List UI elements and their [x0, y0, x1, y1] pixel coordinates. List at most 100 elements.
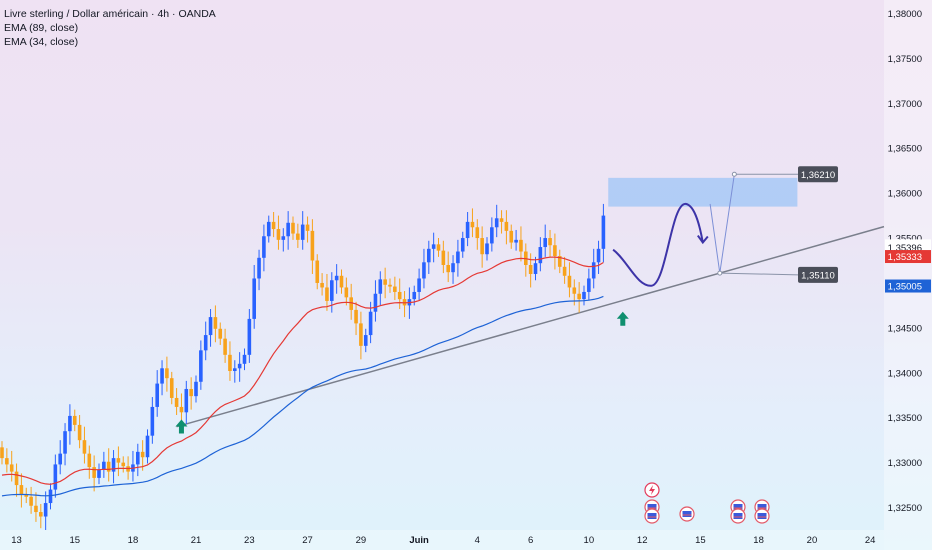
candle-body: [48, 489, 53, 504]
candle-body: [87, 453, 92, 468]
candle-body: [427, 248, 431, 263]
candle-body: [480, 238, 484, 255]
candle-body: [276, 229, 281, 240]
candle-body: [383, 279, 387, 285]
x-tick-label: 18: [753, 535, 764, 546]
candle-body: [0, 447, 4, 459]
candle-body: [82, 440, 87, 454]
candle-body: [39, 512, 43, 517]
x-tick-label: 4: [475, 535, 480, 546]
ema34-price-text: 1,35333: [888, 252, 922, 263]
price-axis[interactable]: [884, 0, 932, 550]
candle-body: [325, 287, 329, 301]
support-line: [719, 272, 799, 276]
candle-body: [281, 236, 286, 240]
candle-body: [582, 291, 586, 300]
x-tick-label: 27: [302, 535, 313, 546]
candle-body: [14, 471, 19, 486]
candle-body: [456, 251, 460, 264]
ema89-price-tag[interactable]: [885, 279, 931, 293]
trendline[interactable]: [176, 225, 885, 428]
candle-body: [34, 505, 38, 513]
candle-body: [567, 275, 572, 288]
candle-body: [320, 282, 324, 288]
candle-body: [363, 335, 368, 346]
us-flag-icon-inner: [733, 504, 743, 510]
ema89-legend[interactable]: EMA (89, close): [4, 22, 79, 34]
us-flag-icon-inner: [647, 504, 657, 510]
support-label-box[interactable]: [798, 266, 838, 283]
target-point: [731, 171, 737, 177]
time-axis[interactable]: [0, 530, 884, 550]
candle-body: [587, 278, 591, 292]
candle-body: [368, 311, 373, 336]
us-flag-icon-inner: [757, 513, 767, 519]
chart-legend: Livre sterling / Dollar américain · 4h ·…: [4, 7, 216, 49]
candle-body: [140, 451, 145, 458]
candle-body: [509, 230, 514, 243]
candle-body: [451, 263, 455, 273]
support-label: 1,35110: [801, 270, 835, 281]
candle-body: [417, 278, 421, 292]
y-tick-label: 1,34000: [888, 368, 922, 379]
y-tick-label: 1,38000: [888, 9, 922, 20]
candle-body: [528, 265, 533, 274]
candle-body: [334, 275, 339, 281]
buy-arrow-icon[interactable]: [616, 311, 629, 326]
candle-body: [111, 458, 116, 472]
candle-body: [150, 406, 155, 436]
ema34-line[interactable]: [1, 256, 604, 485]
y-tick-label: 1,35500: [888, 234, 922, 245]
candle-body: [257, 257, 261, 279]
candle-body: [388, 284, 392, 287]
candle-body: [397, 291, 402, 300]
symbol-title[interactable]: Livre sterling / Dollar américain · 4h ·…: [4, 8, 216, 20]
candle-body: [393, 286, 397, 292]
candle-body: [286, 222, 290, 237]
candle-body: [504, 221, 509, 231]
y-tick-label: 1,37000: [888, 99, 922, 110]
candle-body: [271, 221, 276, 230]
candle-body: [499, 218, 504, 222]
candle-body: [9, 464, 14, 472]
ema34-legend[interactable]: EMA (34, close): [4, 36, 79, 48]
ema34-price-tag[interactable]: [885, 250, 931, 264]
x-tick-label: 21: [191, 535, 202, 546]
candle-body: [601, 215, 606, 249]
candle-body: [296, 233, 300, 240]
candle-body: [92, 467, 96, 478]
candle-body: [68, 415, 72, 432]
candle-body: [349, 297, 353, 310]
candle-body: [43, 503, 48, 517]
candle-body: [174, 397, 179, 407]
candle-body: [533, 263, 538, 274]
resistance-label-box[interactable]: [798, 166, 838, 183]
candle-body: [189, 388, 193, 397]
candle-body: [373, 293, 378, 312]
candle-body: [155, 383, 159, 407]
candle-body: [58, 453, 62, 465]
projected-path[interactable]: [612, 202, 704, 287]
candle-body: [446, 265, 450, 273]
candle-body: [179, 406, 184, 413]
us-flag-icon-inner: [733, 513, 743, 519]
candle-body: [431, 244, 436, 249]
lightning-bolt: [649, 485, 655, 495]
candle-body: [441, 250, 446, 265]
y-tick-label: 1,36500: [888, 144, 922, 155]
candle-body: [203, 335, 208, 351]
ema89-line[interactable]: [1, 295, 604, 497]
candle-body: [538, 247, 543, 264]
candle-body: [470, 221, 475, 228]
candle-body: [218, 328, 223, 339]
candle-body: [77, 424, 82, 441]
candle-body: [378, 279, 383, 294]
candle-body: [63, 431, 67, 454]
candle-body: [97, 469, 101, 478]
candle-body: [242, 354, 247, 364]
buy-arrow-icon[interactable]: [175, 419, 188, 434]
candle-body: [252, 278, 256, 319]
resistance-zone[interactable]: [608, 177, 798, 207]
